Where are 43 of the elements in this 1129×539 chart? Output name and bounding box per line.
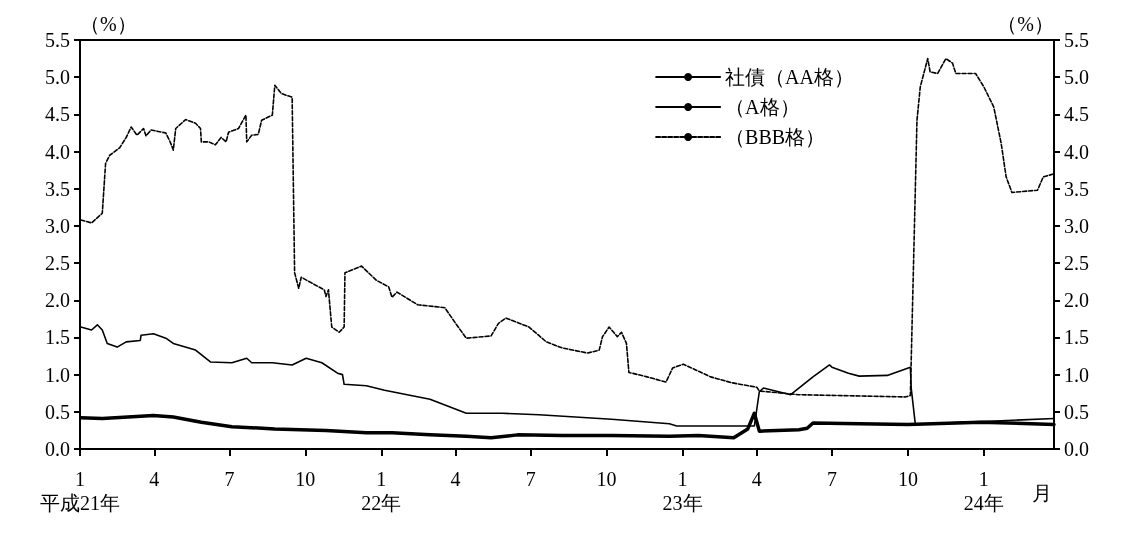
y-tick-label: 1.5 — [45, 326, 70, 349]
y-tick-label: 0.5 — [45, 400, 70, 423]
y-axis-title: （%） — [80, 13, 137, 35]
x-tick-label: 1 平成21年 — [40, 468, 120, 514]
x-tick-label: 1 23年 — [662, 468, 703, 514]
y-tick-label: 4.5 — [45, 103, 70, 126]
y-tick-label: 3.5 — [45, 177, 70, 200]
y-tick-label: 5.0 — [45, 66, 70, 89]
x-tick-label: 10 — [596, 468, 617, 490]
x-tick-label: 4 — [450, 468, 461, 490]
y2-tick-label: 4.0 — [1064, 140, 1089, 163]
y2-tick-label: 1.5 — [1064, 326, 1089, 349]
y2-axis-title: （%） — [997, 13, 1054, 35]
x-tick-label: 4 — [751, 468, 762, 490]
y2-tick-label: 4.5 — [1064, 103, 1089, 126]
y-tick-label: 0.0 — [45, 438, 70, 460]
y2-tick-label: 0.5 — [1064, 400, 1089, 423]
x-tick-label: 10 — [295, 468, 316, 490]
x-tick-label: 7 — [826, 468, 837, 490]
x-tick-label: 7 — [525, 468, 536, 490]
x-tick-label: 1 24年 — [963, 468, 1004, 514]
y-tick-label: 2.5 — [45, 252, 70, 275]
y2-tick-label: 5.5 — [1064, 29, 1089, 51]
x-tick-label: 4 — [149, 468, 160, 490]
x-axis-title: 月 — [1032, 482, 1052, 504]
y-tick-label: 5.5 — [45, 29, 70, 51]
y2-tick-label: 3.5 — [1064, 177, 1089, 200]
y2-tick-label: 1.0 — [1064, 363, 1089, 386]
legend-label: （BBB格） — [725, 126, 826, 148]
x-tick-label: 7 — [224, 468, 235, 490]
y-tick-label: 3.0 — [45, 214, 70, 237]
x-tick-label: 10 — [897, 468, 918, 490]
y2-tick-label: 0.0 — [1064, 438, 1089, 460]
legend-label: （A格） — [725, 96, 800, 118]
y2-tick-label: 5.0 — [1064, 66, 1089, 89]
legend-label: 社債（AA格） — [725, 66, 854, 88]
x-tick-label: 1 22年 — [361, 468, 402, 514]
y2-tick-label: 2.0 — [1064, 289, 1089, 312]
y-tick-label: 1.0 — [45, 363, 70, 386]
y-tick-label: 2.0 — [45, 289, 70, 312]
y-tick-label: 4.0 — [45, 140, 70, 163]
y2-tick-label: 2.5 — [1064, 252, 1089, 275]
y2-tick-label: 3.0 — [1064, 214, 1089, 237]
